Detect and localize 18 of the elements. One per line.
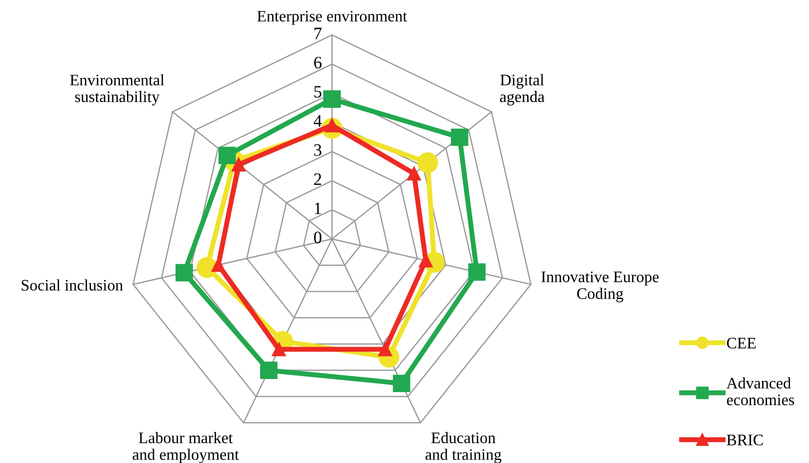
y-tick-label: 5 (314, 86, 322, 98)
spoke-label: Labour market and employment (132, 432, 239, 463)
y-tick-label: 0 (314, 232, 322, 244)
legend-label: Advanced economies (726, 377, 794, 406)
y-tick-label: 4 (314, 115, 322, 127)
y-tick-label: 7 (314, 28, 322, 40)
y-tick-label: 3 (314, 144, 322, 156)
y-tick-label: 2 (314, 173, 322, 185)
spoke-label: Environmental sustainability (70, 74, 164, 106)
legend-label: CEE (726, 338, 756, 348)
spoke-label: Social inclusion (22, 279, 123, 291)
y-tick-label: 1 (314, 202, 322, 214)
spoke-label: Enterprise environment (257, 10, 408, 25)
spoke-label: Digital agenda (500, 74, 544, 106)
spoke-label: Education and training (426, 432, 502, 463)
spoke-label: Innovative Europe Coding (541, 272, 659, 302)
legend-label: BRIC (726, 434, 763, 446)
y-tick-label: 6 (314, 56, 322, 68)
